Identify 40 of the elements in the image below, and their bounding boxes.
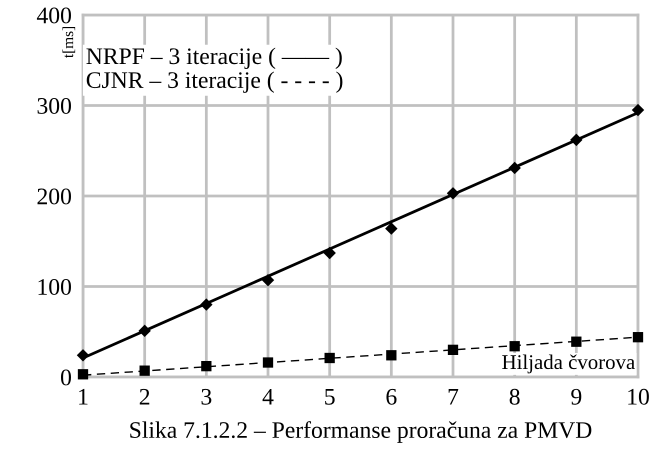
y-tick-label: 400 <box>36 7 71 24</box>
point <box>140 366 150 376</box>
point <box>138 324 151 338</box>
point <box>323 246 336 260</box>
x-tick-label: 5 <box>325 389 335 405</box>
annotation: CJNR – 3 iteracije ( - - - - ) <box>86 71 342 93</box>
x-tick-label: 2 <box>140 388 150 404</box>
y-tick-label: 0 <box>60 369 71 386</box>
x-axis-title: Hiljada čvorova <box>502 354 635 374</box>
point <box>324 352 335 364</box>
y-tick-label: 100 <box>38 278 71 295</box>
y-tick-label: 300 <box>38 98 71 114</box>
x-tick-label: 1 <box>79 388 88 404</box>
x-tick-label: 10 <box>628 388 649 405</box>
point <box>201 360 212 372</box>
point <box>508 162 521 174</box>
x-tick-label: 8 <box>510 388 520 405</box>
x-tick-label: 7 <box>448 389 458 404</box>
text: Slika 7.1.2.2 – Performanse proračuna za PMVD <box>130 421 592 443</box>
point <box>570 134 583 146</box>
point <box>262 357 274 368</box>
point <box>200 298 213 311</box>
x-tick-label: 6 <box>386 388 397 405</box>
y-tick-label: 200 <box>38 188 71 204</box>
point <box>510 341 520 352</box>
point <box>385 222 398 235</box>
x-tick-label: 3 <box>202 388 212 405</box>
point <box>571 336 582 347</box>
x-tick-label: 4 <box>262 388 274 404</box>
point <box>632 332 644 342</box>
x-tick-label: 9 <box>571 388 582 405</box>
point <box>446 187 460 200</box>
annotation: NRPF – 3 iteracije ( —— ) <box>86 48 342 69</box>
point <box>262 274 274 286</box>
point <box>386 350 396 360</box>
point <box>632 104 644 116</box>
y-axis-title: t[ms] <box>62 26 76 58</box>
point <box>78 369 88 380</box>
point <box>448 344 458 355</box>
point <box>76 349 90 362</box>
